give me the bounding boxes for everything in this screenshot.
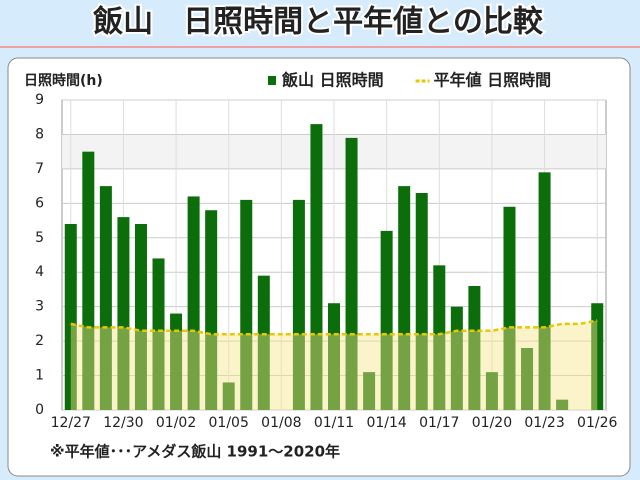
x-tick-label: 01/02 (156, 415, 196, 431)
x-tick-label: 01/05 (209, 415, 249, 431)
bar (240, 199, 253, 410)
bar (433, 265, 446, 410)
bar (591, 303, 604, 410)
x-tick-label: 01/17 (419, 415, 459, 431)
bar (468, 286, 481, 410)
chart-title: 飯山 日照時間と平年値との比較 (93, 5, 544, 40)
normal-line (70, 319, 598, 336)
bar (152, 258, 165, 410)
legend-label: 飯山 日照時間 (281, 71, 384, 90)
bar (398, 186, 411, 410)
normal-area (70, 320, 598, 410)
bar (415, 193, 428, 410)
bar (170, 313, 183, 410)
legend-swatch (268, 76, 276, 85)
bar (345, 137, 358, 410)
bar (64, 224, 77, 410)
x-tick-label: 12/27 (51, 415, 91, 431)
bar (82, 151, 95, 410)
y-tick-label: 7 (35, 161, 44, 177)
y-tick-label: 4 (35, 264, 44, 280)
x-tick-label: 01/08 (261, 415, 301, 431)
x-tick-label: 01/20 (472, 415, 512, 431)
bar (310, 124, 323, 410)
y-tick-label: 2 (35, 333, 44, 349)
y-tick-label: 5 (35, 230, 44, 246)
bar (222, 382, 235, 410)
bar (485, 372, 498, 410)
bar (292, 199, 305, 410)
y-tick-label: 3 (35, 299, 44, 315)
bar (363, 372, 376, 410)
x-tick-label: 01/23 (524, 415, 564, 431)
y-tick-label: 6 (35, 195, 44, 211)
legend-label: 平年値 日照時間 (434, 71, 552, 90)
y-tick-label: 1 (35, 368, 44, 384)
y-axis-label: 日照時間(h) (24, 72, 103, 89)
x-tick-label: 01/11 (314, 415, 354, 431)
bar (328, 303, 340, 410)
bar (117, 217, 130, 410)
bar (257, 275, 270, 410)
bar (556, 399, 569, 410)
x-tick-label: 01/26 (577, 415, 617, 431)
bar (187, 196, 200, 410)
bar (134, 224, 147, 410)
bar (521, 348, 534, 410)
bar (538, 172, 551, 410)
x-tick-label: 01/14 (366, 415, 406, 431)
footnote: ※平年値･･･アメダス飯山 1991～2020年 (50, 443, 340, 461)
bar (99, 186, 112, 410)
bar (205, 210, 218, 410)
x-tick-label: 12/30 (103, 415, 143, 431)
y-tick-label: 0 (35, 402, 44, 418)
y-tick-label: 9 (35, 92, 44, 108)
y-tick-label: 8 (35, 126, 44, 142)
bar (503, 206, 516, 410)
bar (380, 230, 393, 410)
